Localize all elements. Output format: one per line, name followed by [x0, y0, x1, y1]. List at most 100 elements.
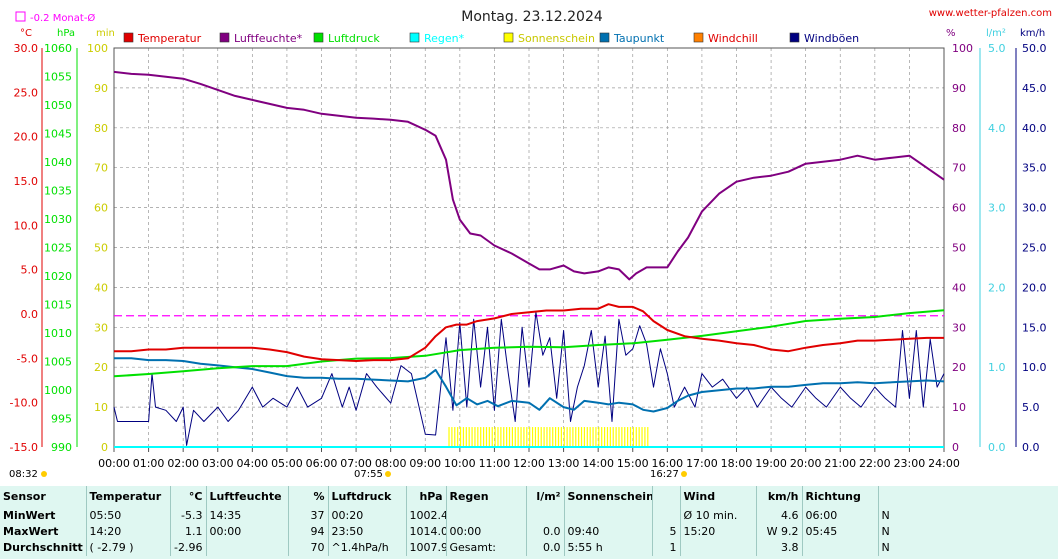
- sunshine-bar: [618, 427, 620, 447]
- axis-tick-label-temp: 15.0: [14, 175, 39, 188]
- stats-header-row: Sensor Temperatur °C Luftfeuchte% Luftdruck h…: [0, 486, 1058, 508]
- stats-cell: N: [877, 524, 1058, 540]
- stats-header-cell: Sensor: [3, 490, 46, 503]
- sunshine-bar: [583, 427, 586, 447]
- series-line-temperatur: [114, 303, 944, 362]
- sunshine-bar: [609, 427, 611, 447]
- legend-swatch: [123, 32, 134, 43]
- sunshine-bar: [508, 427, 511, 447]
- sunshine-bar: [531, 427, 534, 447]
- legend-swatch: [313, 32, 324, 43]
- sunshine-bar: [566, 427, 568, 447]
- sunrise-icon: [385, 471, 391, 477]
- axis-tick-label-pressure: 1035: [44, 185, 72, 198]
- stats-cell: 00:20: [327, 508, 406, 524]
- sunshine-bar: [598, 427, 600, 447]
- stats-cell: 37: [287, 508, 328, 524]
- stats-cell: -5.3: [169, 508, 206, 524]
- sunshine-bar: [629, 427, 632, 447]
- sunshine-bar: [471, 427, 473, 447]
- sunshine-bar: [503, 427, 505, 447]
- stats-cell: 14:35: [205, 508, 288, 524]
- sunshine-bar: [546, 427, 548, 447]
- sunshine-bar: [580, 427, 583, 447]
- stats-cell: 70: [287, 540, 328, 556]
- stats-cell: [205, 540, 288, 556]
- axis-tick-label-pressure: 1040: [44, 156, 72, 169]
- sunshine-bar: [606, 427, 609, 447]
- sunshine-bar: [465, 427, 467, 447]
- legend-label: Taupunkt: [613, 32, 665, 45]
- sunshine-bar: [482, 427, 485, 447]
- sunshine-bar: [523, 427, 525, 447]
- stats-cell: [801, 540, 878, 556]
- sunshine-bar: [549, 427, 551, 447]
- stats-cell: 05:45: [801, 524, 878, 540]
- series-line-luftfeuchte: [113, 70, 945, 281]
- axis-tick-label-rain: 0.0: [988, 441, 1006, 454]
- axis-tick-label-pressure: 1025: [44, 242, 72, 255]
- stats-header-cell: Luftfeuchte: [205, 486, 288, 508]
- axis-tick-label-pressure: 990: [51, 441, 72, 454]
- sunshine-bar: [514, 427, 516, 447]
- sunshine-bar: [511, 427, 513, 447]
- axis-tick-label-wind: 40.0: [1022, 122, 1047, 135]
- chart-plot-area: [113, 70, 945, 448]
- sunshine-bar: [586, 427, 588, 447]
- stats-header-cell: hPa: [405, 486, 446, 508]
- axis-tick-label-sun: 60: [94, 202, 108, 215]
- stats-row: Durchschnitt( -2.79 ) -2.96 70 ^1.4hPa/h 100…: [0, 540, 1058, 556]
- stats-header-cell: [651, 486, 680, 508]
- axis-unit-rain: l/m²: [986, 28, 1006, 39]
- sunshine-bar: [448, 427, 450, 447]
- sunshine-bar: [506, 427, 508, 447]
- chart-title: Montag. 23.12.2024: [461, 9, 603, 25]
- axis-tick-label-pressure: 1030: [44, 213, 72, 226]
- stats-cell: Gesamt:: [445, 540, 526, 556]
- x-tick-label: 18:00: [721, 457, 753, 470]
- axis-unit-pressure: hPa: [57, 28, 75, 39]
- stats-cell: 1002.4: [405, 508, 446, 524]
- stats-cell: 06:00: [801, 508, 878, 524]
- axis-tick-label-wind: 25.0: [1022, 242, 1047, 255]
- stats-cell: 00:00: [445, 524, 526, 540]
- axis-tick-label-temp: -10.0: [10, 397, 38, 410]
- sunshine-bar: [477, 427, 479, 447]
- axis-tick-label-rain: 2.0: [988, 281, 1006, 294]
- axis-tick-label-sun: 40: [94, 281, 108, 294]
- stats-cell: -2.96: [169, 540, 206, 556]
- sunshine-bar: [595, 427, 597, 447]
- axis-tick-label-wind: 50.0: [1022, 42, 1047, 55]
- legend-swatch: [409, 32, 420, 43]
- sunshine-bar: [575, 427, 577, 447]
- stats-cell: MaxWert: [3, 525, 59, 538]
- axis-tick-label-temp: 5.0: [21, 264, 39, 277]
- sunshine-bar: [589, 427, 591, 447]
- sunshine-bar: [615, 427, 617, 447]
- sunshine-bar: [497, 427, 499, 447]
- series-line-taupunkt: [114, 357, 945, 413]
- stats-cell: ^1.4hPa/h: [327, 540, 406, 556]
- axis-tick-label-pressure: 1005: [44, 356, 72, 369]
- axis-tick-label-temp: 20.0: [14, 131, 39, 144]
- axis-tick-label-rain: 1.0: [988, 361, 1006, 374]
- x-tick-label: 08:00: [375, 457, 407, 470]
- x-tick-label: 07:00: [340, 457, 372, 470]
- x-tick-label: 05:00: [271, 457, 303, 470]
- sunshine-bar: [451, 427, 453, 447]
- legend-label: Luftfeuchte*: [234, 32, 303, 45]
- sunshine-bar: [572, 427, 574, 447]
- stats-cell: 5:55 h: [563, 540, 652, 556]
- sunshine-bar: [647, 427, 649, 447]
- time-left: 08:32: [9, 469, 38, 480]
- axis-tick-label-pressure: 1015: [44, 299, 72, 312]
- sunshine-bar: [526, 427, 528, 447]
- sunshine-bar: [560, 427, 562, 447]
- legend-label: Windchill: [708, 32, 758, 45]
- axis-tick-label-rain: 3.0: [988, 202, 1006, 215]
- stats-cell: [651, 508, 680, 524]
- sunshine-bar: [454, 427, 456, 447]
- x-tick-label: 10:00: [444, 457, 476, 470]
- stats-header-cell: km/h: [755, 486, 802, 508]
- axis-tick-label-pressure: 1000: [44, 384, 72, 397]
